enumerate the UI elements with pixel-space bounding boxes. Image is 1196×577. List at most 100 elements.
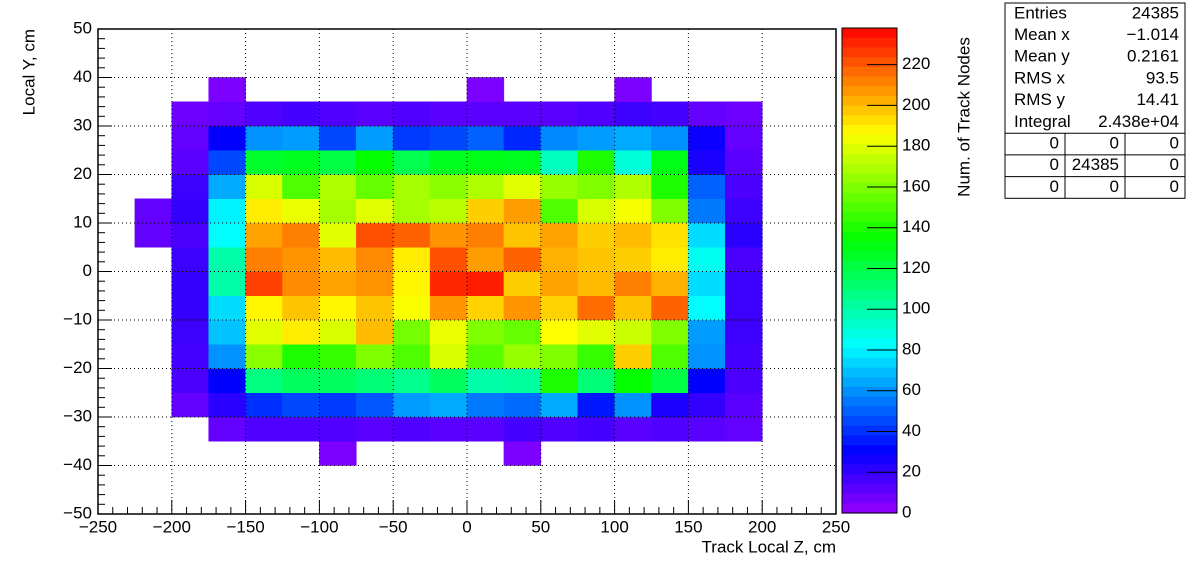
heat-cell [356,222,394,248]
heat-cell [208,247,246,272]
heat-cell [171,271,209,296]
palette-swatch [842,503,897,514]
heat-cell [245,125,283,151]
palette-swatch [842,212,897,223]
x-tick-label: −50 [379,517,408,536]
heat-cell [467,490,504,514]
x-tick-label: −200 [153,517,191,536]
heat-cell [466,101,505,127]
heat-cell [799,393,836,417]
z-tick-label: 220 [902,54,930,73]
heat-cell [504,29,541,53]
heat-cell [466,222,505,248]
heat-cell [356,368,394,393]
heat-cell [171,150,209,175]
z-tick-label: 0 [902,502,911,521]
heat-cell [392,150,431,175]
palette-swatch [842,251,897,262]
heat-cell [245,247,283,272]
heat-cell [429,344,468,369]
heat-cell [466,319,505,345]
heat-cell [725,78,762,102]
y-tick-label: 30 [73,115,92,134]
heat-cell [577,368,615,393]
heat-cell [135,369,172,393]
heat-cell [246,29,283,53]
palette-swatch [842,396,897,407]
heat-cell [466,344,505,369]
y-axis-title: Local Y, cm [19,29,38,115]
heat-cell [429,319,468,345]
x-tick-label: −150 [226,517,264,536]
heat-cell [577,174,615,199]
palette-swatch [842,328,897,339]
stats-value: 24385 [1132,3,1179,22]
heat-cell [577,198,615,224]
heat-cell [725,466,762,490]
heat-cell [688,53,725,77]
stats-value: 2.438e+04 [1098,112,1179,131]
heat-cell [135,29,172,53]
heat-cell [541,441,578,465]
y-tick-label: −40 [63,455,92,474]
heat-cell [688,295,726,321]
heat-cell [171,344,209,369]
palette-swatch [842,241,897,252]
heat-cell [466,392,505,418]
heat-cell [392,174,431,199]
heat-cell [652,441,689,465]
heat-cell [614,416,652,442]
z-tick-label: 40 [902,421,921,440]
heat-cell [283,490,320,514]
heat-cell [651,125,689,151]
heat-cell [429,392,468,418]
heat-cell [392,271,431,296]
stats-label: Entries [1014,3,1067,22]
heat-cell [246,490,283,514]
heat-cell [503,271,542,296]
heat-cell [688,466,725,490]
heat-cell [356,174,394,199]
stats-cell: 0 [1050,177,1059,196]
palette-swatch [842,445,897,456]
stats-cell: 0 [1050,155,1059,174]
heat-cell [98,150,135,174]
heat-cell [319,295,357,321]
z-tick-label: 100 [902,299,930,318]
heat-cell [651,368,689,393]
heat-cell [171,101,209,127]
heat-cell [245,416,283,442]
heat-cell [356,198,394,224]
heat-cell [98,199,135,223]
heat-cell [466,247,505,272]
palette-swatch [842,173,897,184]
heat-cell [762,466,799,490]
heat-cell [541,490,578,514]
heat-cell [392,247,431,272]
x-tick-label: 250 [822,517,850,536]
heat-cell [282,101,320,127]
heat-cell [208,198,246,224]
heat-cell [98,247,135,271]
heat-cell [98,29,135,53]
heat-cell [171,319,209,345]
heat-cell [799,369,836,393]
heat-cell [98,393,135,417]
heat-cell [319,416,357,442]
heat-cell [430,78,467,102]
heat-cell [762,126,799,150]
heat-cell [504,53,541,77]
heat-cell [725,53,762,77]
heat-cell [540,125,578,151]
heat-cell [762,247,799,271]
heat-cell [98,320,135,344]
heat-cell [356,78,393,102]
heat-cell [503,174,542,199]
heat-cell [208,295,246,321]
heat-cell [725,441,762,465]
heat-cell [762,320,799,344]
heat-cell [429,271,468,296]
heat-cell [688,222,726,248]
heat-cell [540,319,578,345]
